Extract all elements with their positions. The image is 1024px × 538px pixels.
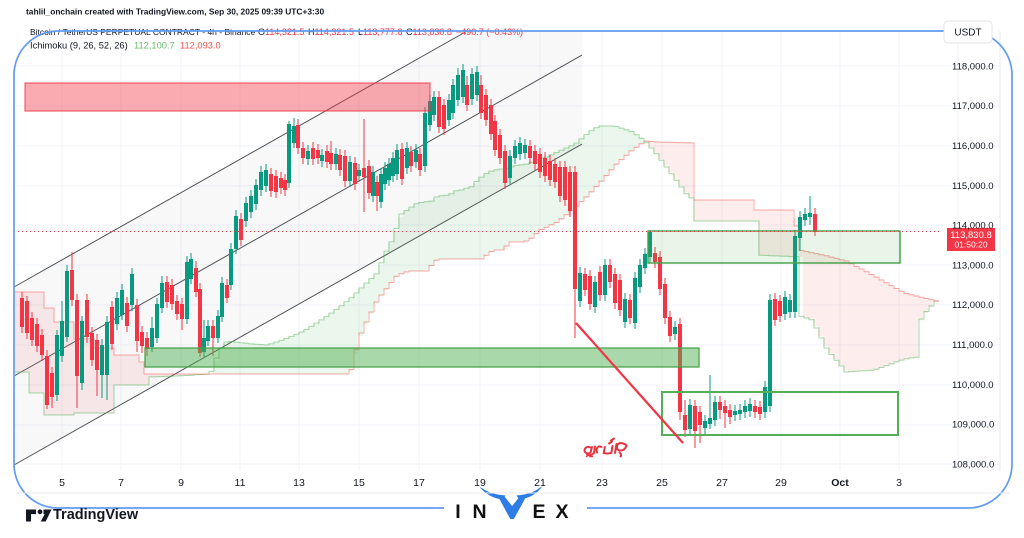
svg-text:L113,777.8: L113,777.8 bbox=[358, 27, 402, 37]
svg-text:9: 9 bbox=[178, 477, 184, 489]
svg-text:113,830.8: 113,830.8 bbox=[950, 230, 992, 241]
svg-text:13: 13 bbox=[293, 477, 305, 489]
svg-text:tahlil_onchain created with Tr: tahlil_onchain created with TradingView.… bbox=[26, 7, 324, 17]
svg-text:111,000.0: 111,000.0 bbox=[952, 340, 993, 351]
svg-text:I: I bbox=[455, 501, 460, 523]
svg-text:109,000.0: 109,000.0 bbox=[952, 420, 994, 431]
svg-text:118,000.0: 118,000.0 bbox=[952, 61, 994, 72]
svg-text:TradingView: TradingView bbox=[53, 507, 139, 523]
svg-text:21: 21 bbox=[534, 477, 546, 489]
svg-text:113,000.0: 113,000.0 bbox=[952, 260, 994, 271]
svg-text:H114,321.5: H114,321.5 bbox=[308, 27, 354, 37]
svg-text:15: 15 bbox=[353, 477, 365, 489]
svg-text:USDT: USDT bbox=[954, 28, 981, 39]
svg-text:19: 19 bbox=[474, 477, 486, 489]
svg-text:11: 11 bbox=[235, 477, 246, 489]
svg-text:Ichimoku (9, 26, 52, 26): Ichimoku (9, 26, 52, 26) bbox=[30, 41, 128, 51]
svg-text:5: 5 bbox=[59, 477, 65, 489]
svg-text:117,000.0: 117,000.0 bbox=[952, 101, 994, 112]
svg-text:X: X bbox=[555, 501, 568, 523]
svg-text:17: 17 bbox=[413, 477, 425, 489]
svg-text:Bitcoin / TetherUS PERPETUAL C: Bitcoin / TetherUS PERPETUAL CONTRACT - … bbox=[30, 27, 255, 37]
svg-text:115,000.0: 115,000.0 bbox=[952, 181, 994, 192]
svg-text:7: 7 bbox=[118, 477, 124, 489]
svg-text:27: 27 bbox=[716, 477, 728, 489]
svg-text:C113,830.8: C113,830.8 bbox=[406, 27, 452, 37]
svg-text:Oct: Oct bbox=[831, 477, 849, 489]
svg-text:E: E bbox=[532, 501, 545, 523]
svg-text:112,100.7: 112,100.7 bbox=[134, 41, 175, 51]
svg-text:110,000.0: 110,000.0 bbox=[952, 380, 994, 391]
svg-text:108,000.0: 108,000.0 bbox=[952, 459, 994, 470]
svg-text:112,000.0: 112,000.0 bbox=[952, 300, 994, 311]
svg-text:116,000.0: 116,000.0 bbox=[952, 141, 994, 152]
svg-text:01:50:20: 01:50:20 bbox=[954, 240, 987, 250]
svg-text:N: N bbox=[472, 501, 486, 523]
svg-text:−490.7 (−0.43%): −490.7 (−0.43%) bbox=[456, 27, 523, 37]
svg-text:29: 29 bbox=[775, 477, 787, 489]
svg-text:23: 23 bbox=[596, 477, 608, 489]
svg-text:3: 3 bbox=[896, 477, 902, 489]
svg-text:114,000.0: 114,000.0 bbox=[952, 221, 994, 232]
svg-text:25: 25 bbox=[656, 477, 668, 489]
svg-text:112,093.0: 112,093.0 bbox=[180, 41, 221, 51]
svg-text:O114,321.5: O114,321.5 bbox=[258, 27, 304, 37]
